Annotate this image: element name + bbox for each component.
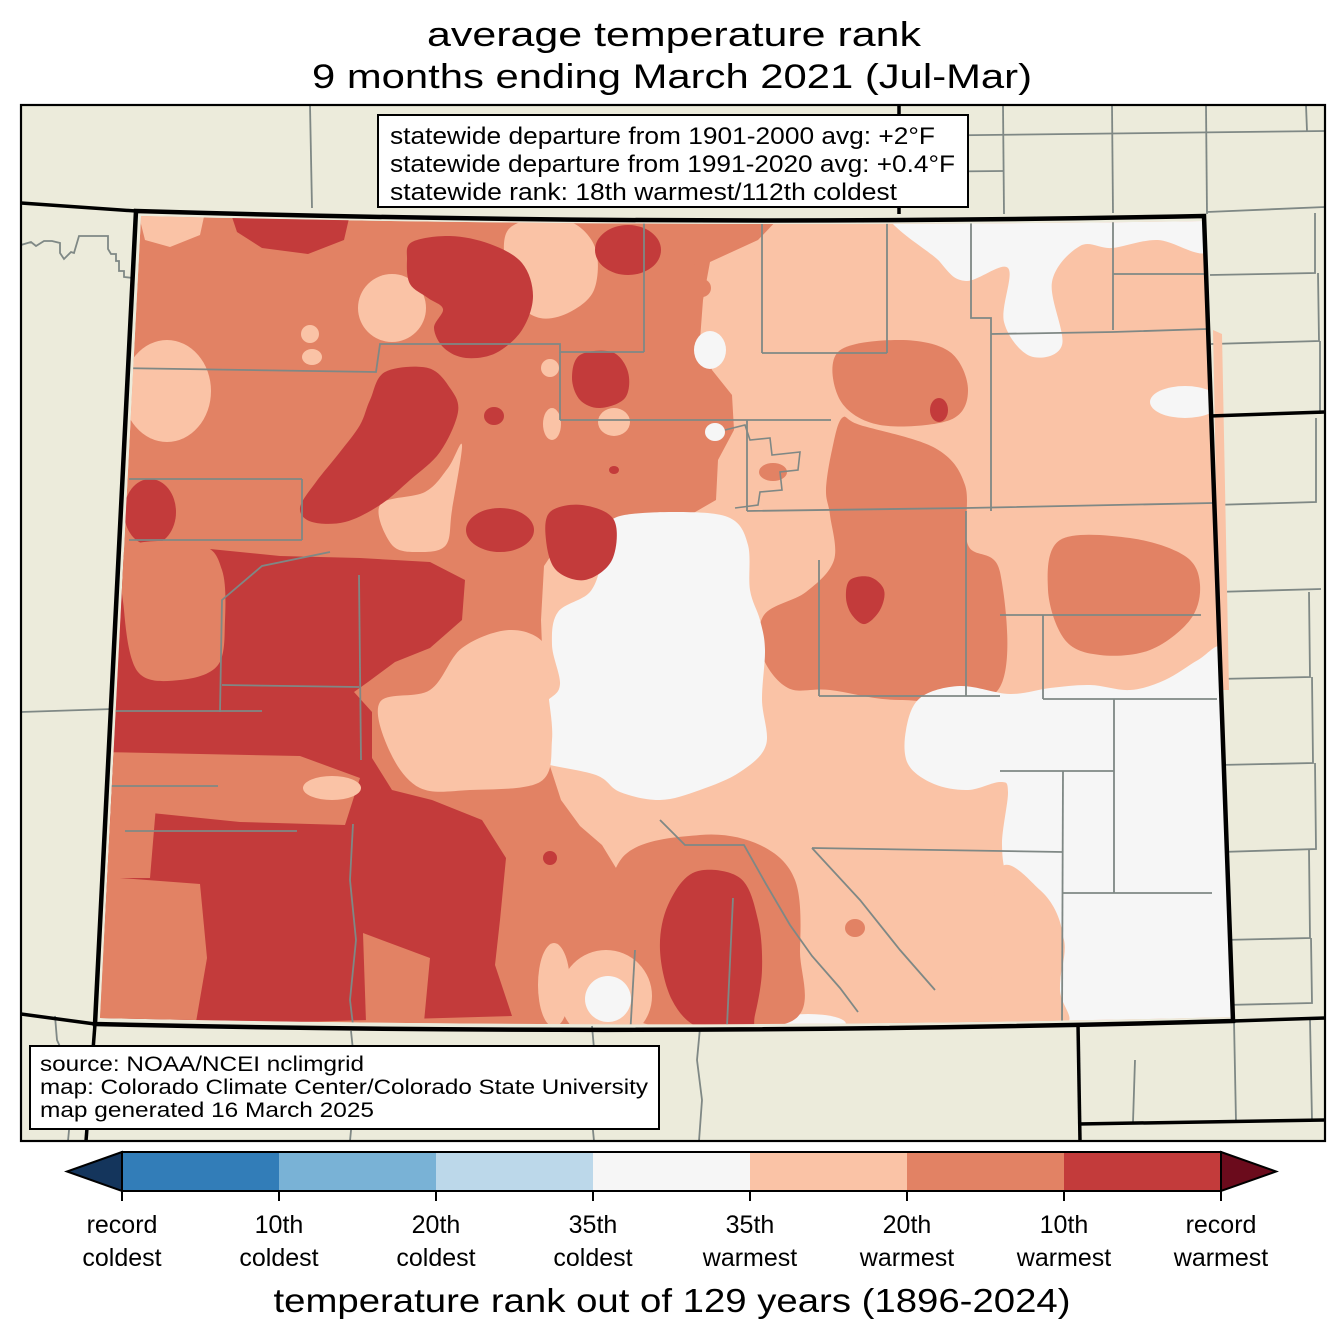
svg-text:record: record	[87, 1211, 158, 1239]
svg-text:coldest: coldest	[396, 1244, 475, 1272]
svg-text:9 months ending March 2021 (Ju: 9 months ending March 2021 (Jul-Mar)	[312, 58, 1032, 96]
svg-text:coldest: coldest	[553, 1244, 632, 1272]
svg-text:coldest: coldest	[239, 1244, 318, 1272]
svg-text:35th: 35th	[569, 1211, 618, 1239]
svg-text:temperature rank out of 129 ye: temperature rank out of 129 years (1896-…	[274, 1282, 1071, 1319]
svg-text:source: NOAA/NCEI nclimgrid: source: NOAA/NCEI nclimgrid	[40, 1053, 364, 1076]
svg-text:warmest: warmest	[1173, 1244, 1269, 1272]
svg-text:warmest: warmest	[702, 1244, 798, 1272]
svg-text:20th: 20th	[412, 1211, 461, 1239]
svg-text:map generated 16 March 2025: map generated 16 March 2025	[40, 1099, 374, 1122]
svg-text:statewide rank: 18th warmest/1: statewide rank: 18th warmest/112th colde…	[390, 179, 897, 206]
svg-text:statewide departure from 1991-: statewide departure from 1991-2020 avg: …	[390, 151, 955, 178]
svg-text:statewide departure from 1901-: statewide departure from 1901-2000 avg: …	[390, 123, 935, 150]
svg-text:average temperature rank: average temperature rank	[427, 16, 922, 54]
svg-text:coldest: coldest	[82, 1244, 161, 1272]
svg-text:map: Colorado Climate Center/C: map: Colorado Climate Center/Colorado St…	[40, 1076, 649, 1099]
svg-text:10th: 10th	[255, 1211, 304, 1239]
svg-text:20th: 20th	[883, 1211, 932, 1239]
svg-text:35th: 35th	[726, 1211, 775, 1239]
svg-text:record: record	[1186, 1211, 1257, 1239]
svg-text:10th: 10th	[1040, 1211, 1089, 1239]
svg-text:warmest: warmest	[859, 1244, 955, 1272]
svg-text:warmest: warmest	[1016, 1244, 1112, 1272]
